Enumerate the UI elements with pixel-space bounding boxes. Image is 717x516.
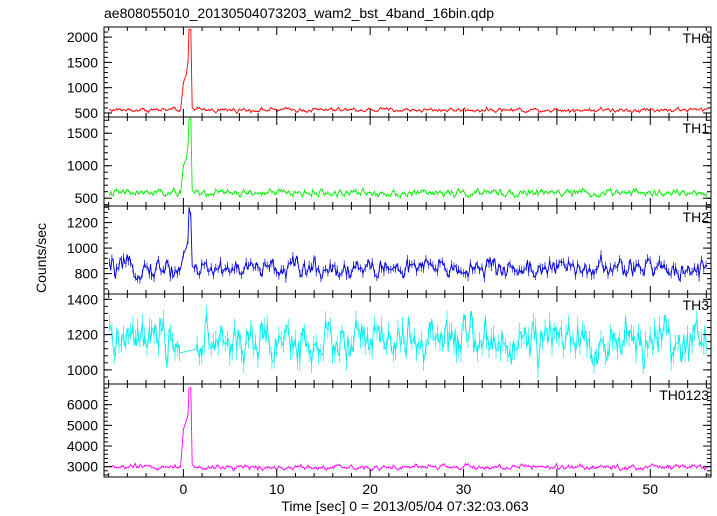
y-tick-label: 3000: [67, 459, 98, 475]
panel-label-th0123: TH0123: [659, 387, 709, 403]
series-th0-line: [109, 29, 708, 115]
y-tick-label: 1000: [67, 80, 98, 96]
panel-th0123: 3000 4000 5000 6000 TH0123: [67, 383, 712, 478]
x-tick-label: 0: [179, 481, 187, 497]
series-th0-errorbars: [109, 28, 707, 115]
series-th0123-line: [109, 387, 708, 472]
x-tick-label: 50: [643, 481, 659, 497]
x-tick-label: 10: [269, 481, 285, 497]
panel-th3: 1000 1200 1400 TH3: [67, 291, 712, 385]
series-th2-line: [109, 207, 708, 282]
panel-label-th3: TH3: [683, 297, 710, 313]
series-th1-line: [109, 118, 708, 199]
y-tick-label: 500: [75, 105, 99, 121]
x-tick-label: 20: [362, 481, 378, 497]
x-axis-label: Time [sec] 0 = 2013/05/04 07:32:03.063: [281, 498, 529, 514]
y-tick-label: 1500: [67, 125, 98, 141]
plot-title: ae808055010_20130504073203_wam2_bst_4ban…: [104, 5, 494, 21]
panel-frame: [103, 383, 712, 478]
y-tick-label: 1500: [67, 54, 98, 70]
y-tick-label: 800: [75, 266, 99, 282]
y-tick-label: 4000: [67, 438, 98, 454]
panel-frame: [103, 205, 712, 295]
y-tick-label: 2000: [67, 29, 98, 45]
series-th0123-errorbars: [109, 387, 707, 472]
y-tick-label: 1000: [67, 362, 98, 378]
y-tick-label: 6000: [67, 397, 98, 413]
y-tick-label: 1200: [67, 327, 98, 343]
series-th3-errorbars: [109, 305, 707, 379]
y-tick-label: 1200: [67, 215, 98, 231]
panel-frame: [103, 26, 712, 118]
y-tick-label: 5000: [67, 417, 98, 433]
y-tick-label: 500: [75, 190, 99, 206]
x-tick-label: 40: [549, 481, 565, 497]
series-th2-errorbars: [109, 212, 707, 284]
panel-th2: 800 1000 1200 TH2: [67, 205, 712, 295]
panel-th1: 500 1000 1500 TH1: [67, 116, 712, 207]
y-tick-label: 1000: [67, 240, 98, 256]
x-tick-label: 30: [456, 481, 472, 497]
y-tick-label: 1000: [67, 158, 98, 174]
y-tick-label: 1400: [67, 291, 98, 307]
panel-th0: 500 1000 1500 2000 TH0: [67, 26, 712, 121]
panel-label-th1: TH1: [683, 120, 710, 136]
panel-label-th2: TH2: [683, 209, 710, 225]
series-th1-errorbars: [109, 117, 707, 199]
panel-label-th0: TH0: [683, 30, 710, 46]
y-axis-label: Counts/sec: [33, 223, 49, 293]
